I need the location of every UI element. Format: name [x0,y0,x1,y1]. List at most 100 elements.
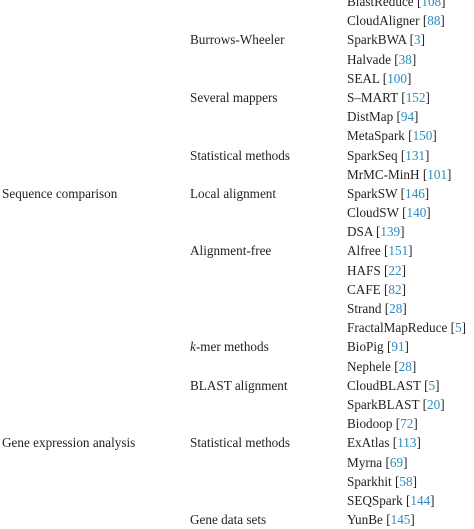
ref-bracket-close: ] [413,416,418,432]
ref-bracket-close: ] [416,435,421,451]
reference-link[interactable]: 28 [398,358,412,374]
tool-cell: CloudBLAST [5] [347,376,439,395]
reference-link[interactable]: 151 [388,243,409,259]
ref-bracket-close: ] [435,377,440,393]
reference-link[interactable]: 5 [428,377,436,393]
tool-name: MrMC-MinH [347,166,420,182]
reference-link[interactable]: 101 [427,166,448,182]
reference-link[interactable]: 100 [387,70,407,86]
tool-cell: Halvade [38] [347,50,416,69]
ref-bracket-close: ] [430,492,435,508]
table-row: Nephele [28] [0,357,474,376]
ref-bracket-close: ] [447,166,452,182]
tool-name: Biodoop [347,416,393,432]
tool-name: FractalMapReduce [347,320,448,336]
tool-name: BioPig [347,339,384,355]
tool-name: SEQSpark [347,492,403,508]
ref-bracket-open: [ [420,377,429,393]
ref-bracket-open: [ [397,185,406,201]
ref-bracket-close: ] [411,358,417,374]
ref-bracket-close: ] [400,224,405,240]
reference-link[interactable]: 139 [380,224,401,240]
tool-name: YunBe [347,512,383,528]
ref-bracket-open: [ [390,51,399,67]
tool-name: SparkBWA [347,32,407,48]
ref-bracket-open: [ [398,205,407,221]
table-row: Statistical methods SparkSeq [131] [0,146,474,165]
reference-link[interactable]: 146 [405,185,425,201]
tool-cell: SEAL [100] [347,69,411,88]
tool-cell: SparkSW [146] [347,184,429,203]
reference-link[interactable]: 58 [399,473,413,489]
ref-bracket-open: [ [372,224,381,240]
ref-bracket-open: [ [382,512,391,528]
reference-link[interactable]: 144 [410,492,431,508]
reference-link[interactable]: 108 [421,0,442,9]
table-row: Sequence comparison Local alignment SparkS… [0,184,474,203]
ref-bracket-close: ] [440,396,445,412]
table-row: MrMC-MinH [101] [0,165,474,184]
tool-cell: Sparkhit [58] [347,472,417,491]
tool-name: DistMap [347,109,394,125]
table-row: CloudAligner [88] [0,11,474,30]
reference-link[interactable]: 82 [388,281,402,297]
tool-cell: CAFE [82] [347,280,406,299]
tool-name: SparkSW [347,185,398,201]
tool-name: Myrna [347,454,383,470]
reference-link[interactable]: 22 [388,262,402,278]
tool-name: Alfree [347,243,381,259]
reference-link[interactable]: 131 [405,147,426,163]
reference-link[interactable]: 72 [400,416,414,432]
reference-link[interactable]: 38 [398,51,412,67]
ref-bracket-close: ] [441,0,446,9]
ref-bracket-close: ] [408,243,413,259]
ref-bracket-open: [ [447,320,456,336]
reference-link[interactable]: 113 [397,435,417,451]
tool-cell: Myrna [69] [347,453,407,472]
tool-name: CloudBLAST [347,377,421,393]
reference-link[interactable]: 20 [427,396,441,412]
ref-bracket-close: ] [425,147,430,163]
method-cell: Gene data sets [190,512,267,528]
tool-cell: Biodoop [72] [347,414,418,433]
category-cell: Gene expression analysis [2,435,136,451]
table-row: BlastReduce [108] [0,0,474,11]
ref-bracket-open: [ [406,32,415,48]
table-row: FractalMapReduce [5] [0,318,474,337]
tool-name: Sparkhit [347,473,392,489]
method-cell: BLAST alignment [190,377,288,393]
reference-link[interactable]: 140 [406,205,427,221]
tool-name: Halvade [347,51,391,67]
tool-cell: S–MART [152] [347,88,430,107]
tool-name: CloudSW [347,205,399,221]
table-row: Several mappers S–MART [152] [0,88,474,107]
tool-cell: MetaSpark [150] [347,126,437,145]
tool-name: Nephele [347,358,391,374]
ref-bracket-close: ] [401,281,407,297]
table-row: Sparkhit [58] [0,472,474,491]
ref-bracket-open: [ [404,128,413,144]
ref-bracket-close: ] [401,262,407,278]
ref-bracket-open: [ [380,281,389,297]
reference-link[interactable]: 150 [412,128,433,144]
reference-link[interactable]: 5 [455,320,462,336]
reference-link[interactable]: 3 [414,32,421,48]
table-row: k-mer methods BioPig [91] [0,337,474,356]
reference-link[interactable]: 69 [389,454,404,470]
table-row: Biodoop [72] [0,414,474,433]
tool-cell: DistMap [94] [347,107,418,126]
reference-link[interactable]: 28 [389,301,403,316]
reference-link[interactable]: 88 [427,13,441,29]
table-row: Myrna [69] [0,453,474,472]
tool-name: HAFS [347,262,381,278]
tool-cell: BlastReduce [108] [347,0,446,11]
reference-link[interactable]: 94 [400,109,415,125]
ref-bracket-close: ] [461,320,467,336]
reference-link[interactable]: 152 [405,89,426,105]
table-row: DSA [139] [0,222,474,241]
ref-bracket-open: [ [397,147,406,163]
reference-link[interactable]: 91 [391,339,405,355]
reference-link[interactable]: 145 [390,512,411,528]
table-row: SEQSpark [144] [0,491,474,510]
